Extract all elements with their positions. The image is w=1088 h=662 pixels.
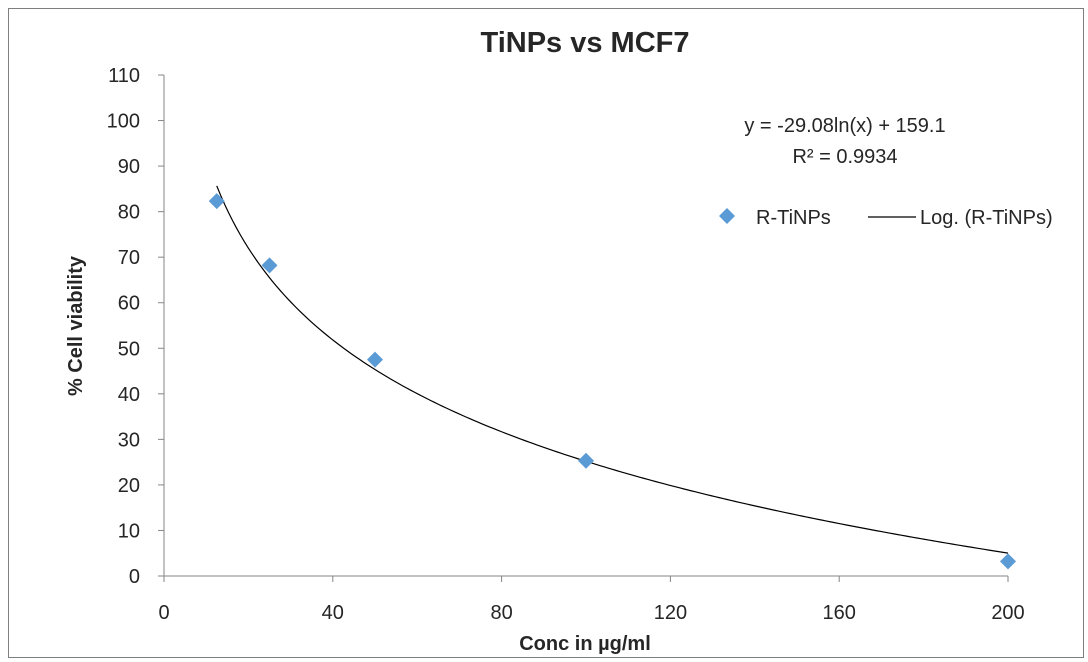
y-tick-label: 100 <box>107 111 140 133</box>
x-tick-labels: 0 40 80 120 160 200 <box>158 602 1024 624</box>
x-tick-label: 120 <box>654 602 687 624</box>
legend-trendline-label: Log. (R-TiNPs) <box>920 207 1053 229</box>
y-tick-label: 40 <box>118 384 140 406</box>
y-tick-label: 50 <box>118 338 140 360</box>
x-tick-label: 0 <box>158 602 169 624</box>
legend-marker-diamond <box>719 208 735 224</box>
y-tick-label: 20 <box>118 475 140 497</box>
legend-series-label: R-TiNPs <box>756 207 831 229</box>
y-tick-label: 90 <box>118 156 140 178</box>
x-tick-label: 80 <box>490 602 512 624</box>
data-point <box>261 257 278 274</box>
axes <box>158 74 1009 582</box>
trendline-group <box>216 185 1009 554</box>
x-axis-title: Conc in µg/ml <box>519 633 651 655</box>
y-tick-label: 30 <box>118 429 140 451</box>
y-tick-label: 0 <box>129 566 140 588</box>
y-tick-label: 110 <box>108 65 140 87</box>
trendline-equation: y = -29.08ln(x) + 159.1 <box>744 115 945 137</box>
data-points <box>208 193 1016 570</box>
y-tick-label: 70 <box>118 247 140 269</box>
x-tick-label: 160 <box>823 602 856 624</box>
legend: R-TiNPs Log. (R-TiNPs) <box>719 207 1053 229</box>
chart-frame <box>8 8 1084 658</box>
x-tick-label: 40 <box>322 602 344 624</box>
y-tick-label: 80 <box>118 202 140 224</box>
y-tick-labels: 0 10 20 30 40 50 60 70 80 90 100 110 <box>107 65 140 588</box>
x-tick-label: 200 <box>991 602 1024 624</box>
data-point <box>578 452 594 469</box>
y-tick-label: 60 <box>118 293 140 315</box>
y-tick-label: 10 <box>118 520 140 542</box>
data-point <box>208 193 225 210</box>
data-point <box>367 351 383 368</box>
trendline-curve <box>216 185 1009 554</box>
data-point <box>1000 553 1016 570</box>
trendline-r-squared: R² = 0.9934 <box>792 146 897 168</box>
y-axis-title: % Cell viability <box>65 255 87 396</box>
chart-title: TiNPs vs MCF7 <box>481 27 690 59</box>
